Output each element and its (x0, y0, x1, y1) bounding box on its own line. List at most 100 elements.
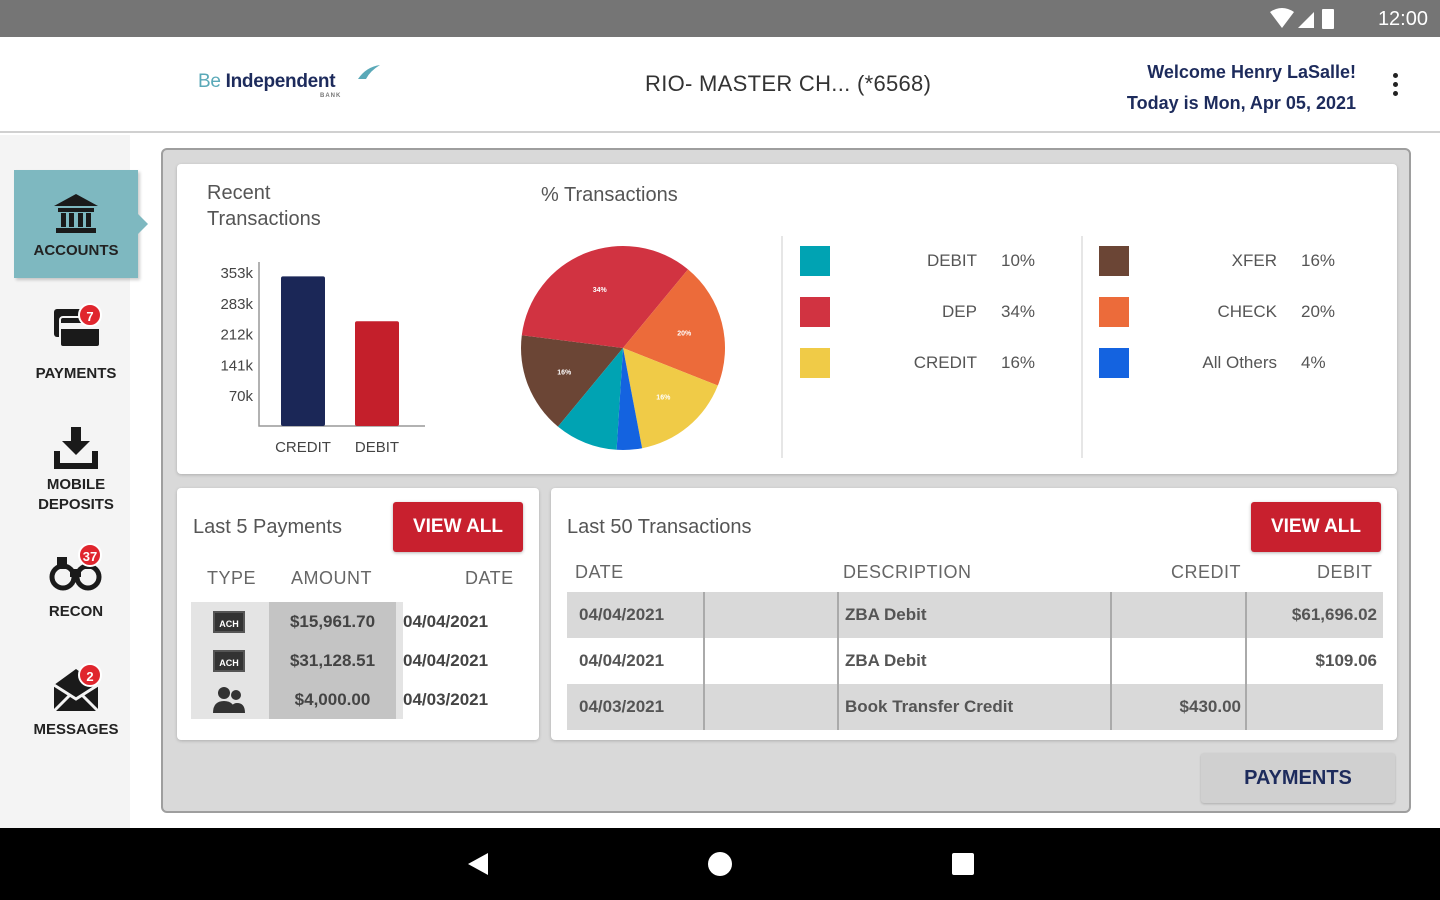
recent-transactions-title: Recent Transactions (207, 180, 321, 232)
transactions-pie-chart: 16% 34% 20% 16% (521, 246, 725, 450)
pie-chart-title: % Transactions (541, 184, 678, 206)
column-divider (837, 638, 839, 684)
pie-slice-credit[interactable] (623, 348, 718, 449)
column-divider (703, 592, 705, 638)
bar-debit[interactable] (355, 321, 399, 426)
y-tick-label: 141k (220, 357, 253, 374)
legend-label: DEP (942, 302, 977, 321)
payments-button[interactable]: PAYMENTS (1201, 753, 1395, 803)
table-row[interactable]: 04/04/2021 ZBA Debit $109.06 (567, 638, 1383, 684)
clock: 12:00 (1377, 8, 1428, 30)
bar-credit[interactable] (281, 276, 325, 426)
logo-independent: Independent (225, 71, 336, 92)
column-divider (1110, 684, 1112, 730)
transactions-view-all-button[interactable]: VIEW ALL (1251, 502, 1381, 552)
recent-title-line1: Recent (207, 182, 271, 204)
status-bar: 12:00 (0, 0, 1440, 37)
pie-slice-dep[interactable] (521, 246, 689, 348)
payments-table: ACH $15,961.70 04/04/2021 ACH $31,128.51… (191, 602, 523, 719)
pie-slice-xfer[interactable] (521, 335, 623, 427)
y-tick-label: 212k (220, 327, 253, 344)
payments-view-all-button[interactable]: VIEW ALL (393, 502, 523, 552)
sidebar-item-messages[interactable]: 2 MESSAGES (14, 663, 138, 738)
sidebar-item-payments[interactable]: 7 PAYMENTS (14, 303, 138, 382)
date-cell: 04/03/2021 (579, 697, 665, 716)
sidebar-label-mobile-deposits: MOBILE DEPOSITS (14, 475, 138, 515)
credit-cell: $430.00 (1179, 697, 1241, 716)
debit-cell: $61,696.02 (1291, 605, 1377, 624)
credit-cell (1117, 638, 1241, 684)
amount-cell: $4,000.00 (269, 680, 396, 719)
last-transactions-card: Last 50 Transactions VIEW ALL DATE DESCR… (551, 488, 1397, 740)
column-divider (1110, 638, 1112, 684)
table-row[interactable]: ACH $31,128.51 04/04/2021 (191, 641, 523, 680)
legend-swatch (1099, 297, 1129, 327)
people-icon (213, 687, 245, 713)
y-tick-label: 353k (220, 265, 253, 282)
column-divider (1245, 684, 1247, 730)
sidebar: ACCOUNTS 7 PAYMENTS MOBILE DEPOSITS 37 (0, 135, 148, 828)
pie-slice-label: 20% (677, 330, 692, 337)
logo-be: Be (198, 71, 221, 92)
legend-label: CREDIT (913, 353, 977, 372)
x-tick-label: DEBIT (355, 439, 399, 456)
sidebar-label-recon: RECON (48, 603, 104, 620)
sidebar-label-payments: PAYMENTS (35, 365, 117, 382)
amount-cell: $15,961.70 (269, 602, 396, 641)
legend-label: DEBIT (926, 251, 977, 270)
legend-divider-left (781, 236, 783, 458)
account-title[interactable]: RIO- MASTER CH... (*6568) (645, 71, 932, 96)
y-tick-label: 70k (229, 388, 254, 405)
column-divider (1245, 638, 1247, 684)
bank-logo[interactable]: Be Independent BANK (198, 65, 380, 99)
col-date: DATE (575, 562, 624, 582)
recent-title-line2: Transactions (207, 208, 321, 230)
pie-slice-debit[interactable] (557, 348, 623, 450)
credit-cell (1117, 592, 1241, 638)
column-divider (1110, 592, 1112, 638)
battery-icon (1322, 9, 1334, 29)
wifi-icon (1270, 8, 1294, 28)
signal-icon (1298, 12, 1314, 28)
sidebar-item-mobile-deposits[interactable]: MOBILE DEPOSITS (14, 425, 138, 515)
legend-percent: 16% (1001, 353, 1036, 372)
col-amount: AMOUNT (291, 568, 372, 588)
legend-percent: 4% (1301, 353, 1326, 372)
sidebar-label-accounts: ACCOUNTS (33, 242, 119, 259)
legend-swatch (800, 246, 830, 276)
pie-slice-label: 16% (656, 395, 671, 402)
table-row[interactable]: ACH $15,961.70 04/04/2021 (191, 602, 523, 641)
overflow-menu-icon[interactable] (1387, 73, 1403, 99)
home-icon[interactable] (707, 851, 733, 877)
date-cell: 04/04/2021 (403, 641, 523, 680)
type-cell: ACH (191, 602, 269, 641)
welcome-block: Welcome Henry LaSalle! Today is Mon, Apr… (1127, 57, 1356, 119)
pie-slice-all-others[interactable] (616, 348, 643, 450)
recents-icon[interactable] (951, 852, 975, 876)
status-icons (1270, 8, 1334, 29)
legend-swatch (1099, 348, 1129, 378)
sidebar-item-recon[interactable]: 37 RECON (14, 543, 138, 620)
welcome-line: Welcome Henry LaSalle! (1147, 62, 1356, 82)
col-debit: DEBIT (1317, 562, 1373, 582)
x-tick-label: CREDIT (275, 439, 331, 456)
column-divider (703, 684, 705, 730)
sidebar-label-messages: MESSAGES (33, 721, 119, 738)
description-cell: ZBA Debit (845, 651, 927, 670)
pie-slice-label: 16% (557, 369, 572, 376)
back-icon[interactable] (466, 851, 490, 877)
legend-swatch (1099, 246, 1129, 276)
debit-cell: $109.06 (1315, 651, 1377, 670)
ach-icon: ACH (213, 611, 245, 633)
col-credit: CREDIT (1171, 562, 1241, 582)
sidebar-item-accounts[interactable]: ACCOUNTS (14, 170, 148, 278)
amount-cell: $31,128.51 (269, 641, 396, 680)
table-row[interactable]: 04/04/2021 ZBA Debit $61,696.02 (567, 592, 1383, 638)
table-row[interactable]: $4,000.00 04/03/2021 (191, 680, 523, 719)
pie-slice-check[interactable] (623, 269, 725, 386)
bank-icon (54, 194, 98, 233)
legend-swatch (800, 348, 830, 378)
table-row[interactable]: 04/03/2021 Book Transfer Credit $430.00 (567, 684, 1383, 730)
main-panel: Recent Transactions 353k 283k 212k 141k 70k C… (161, 148, 1411, 813)
last-payments-card: Last 5 Payments VIEW ALL TYPE AMOUNT DAT… (177, 488, 539, 740)
